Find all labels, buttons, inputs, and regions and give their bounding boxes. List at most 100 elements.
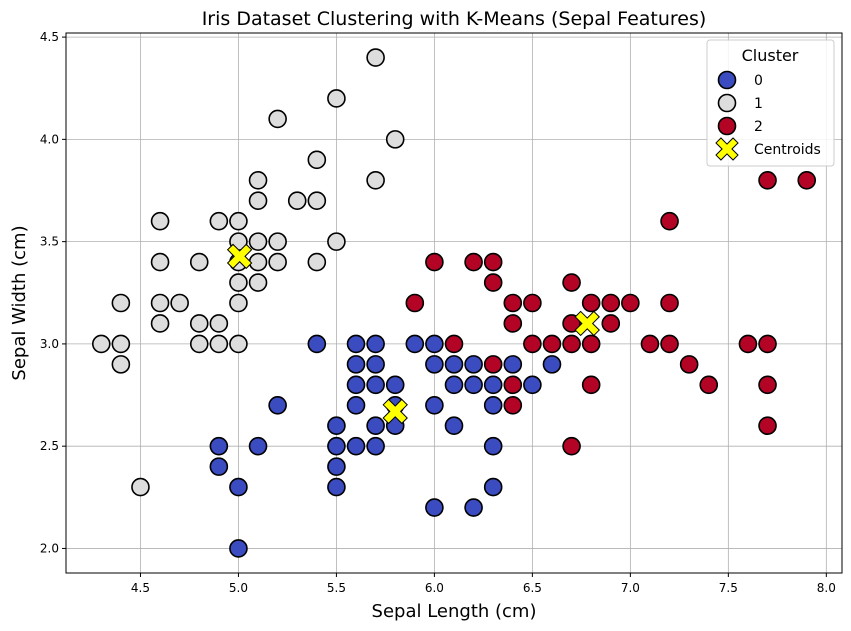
cluster-0-point: [464, 498, 483, 517]
cluster-0-point: [268, 395, 287, 415]
cluster-2-point: [797, 170, 817, 190]
cluster-2-point: [483, 273, 503, 292]
x-tick-label: 5.5: [327, 581, 346, 595]
cluster-2-point: [758, 334, 777, 354]
cluster-0-point: [542, 355, 562, 374]
cluster-2-point: [660, 293, 679, 313]
cluster-0-point: [307, 334, 327, 354]
cluster-0-point: [483, 436, 503, 456]
cluster-1-point: [150, 293, 170, 313]
cluster-2-point: [660, 334, 679, 354]
cluster-2-point: [483, 355, 503, 374]
cluster-0-point: [464, 355, 483, 374]
cluster-2-point: [640, 334, 660, 354]
y-tick-label: 4.5: [40, 30, 59, 44]
cluster-0-point: [366, 436, 385, 456]
cluster-1-point: [209, 334, 229, 354]
cluster-2-point: [699, 375, 719, 395]
cluster-0-point: [346, 334, 366, 354]
cluster-0-point: [444, 375, 464, 395]
cluster-2-point: [523, 293, 542, 313]
cluster-1-point: [150, 211, 170, 231]
cluster-0-point: [503, 355, 523, 374]
cluster-0-point: [366, 375, 385, 395]
cluster-2-point: [679, 355, 699, 374]
axis-ticks: 4.5 5.0 5.5 6.0 6.5 7.0 7.5 8.0 2.0 2.5 3.0 3.5 4.0 4…: [40, 30, 836, 595]
cluster-0-point: [483, 477, 503, 497]
cluster-1-point: [111, 334, 131, 354]
cluster-2-point: [660, 211, 679, 231]
cluster-0-point: [327, 477, 346, 497]
legend-marker-1: [717, 93, 737, 113]
cluster-1-point: [327, 89, 346, 108]
y-tick-label: 3.0: [40, 337, 59, 351]
y-tick-label: 3.5: [40, 235, 59, 249]
cluster-0-point: [464, 375, 483, 395]
legend-marker-2: [717, 116, 737, 136]
y-tick-label: 2.5: [40, 439, 59, 453]
cluster-2-point: [758, 170, 777, 190]
x-tick-label: 7.0: [621, 581, 640, 595]
cluster-1-point: [229, 211, 248, 231]
cluster-0-point: [444, 355, 464, 374]
cluster-0-point: [385, 375, 405, 395]
legend-label: 1: [754, 96, 763, 112]
cluster-2-point: [562, 273, 581, 292]
cluster-0-point: [248, 436, 268, 456]
cluster-1-point: [366, 170, 385, 190]
legend-label: 0: [754, 73, 763, 89]
data-points: [91, 48, 817, 558]
cluster-0-point: [444, 416, 464, 436]
y-tick-label: 4.0: [40, 132, 59, 146]
cluster-2-point: [621, 293, 640, 313]
cluster-1-point: [366, 48, 385, 67]
cluster-1-point: [248, 232, 268, 251]
cluster-1-point: [209, 211, 229, 231]
cluster-0-point: [346, 395, 366, 415]
legend-label: 2: [754, 119, 763, 135]
cluster-0-point: [523, 375, 542, 395]
cluster-0-point: [405, 334, 425, 354]
cluster-0-point: [366, 355, 385, 374]
cluster-1-point: [287, 191, 307, 211]
cluster-2-point: [523, 334, 542, 354]
x-tick-label: 4.5: [131, 581, 150, 595]
cluster-1-point: [307, 150, 327, 170]
cluster-2-point: [758, 416, 777, 436]
cluster-1-point: [111, 355, 131, 374]
cluster-1-point: [91, 334, 111, 354]
cluster-1-point: [229, 293, 248, 313]
x-tick-label: 6.5: [523, 581, 542, 595]
cluster-2-point: [483, 252, 503, 272]
cluster-0-point: [483, 395, 503, 415]
cluster-2-point: [562, 436, 581, 456]
x-tick-label: 7.5: [719, 581, 738, 595]
cluster-1-point: [248, 252, 268, 272]
cluster-2-point: [542, 334, 562, 354]
legend: Cluster 0 1 2 Centroids: [706, 39, 835, 167]
cluster-1-point: [307, 252, 327, 272]
cluster-1-point: [327, 232, 346, 251]
cluster-2-point: [503, 395, 523, 415]
cluster-2-point: [581, 334, 601, 354]
cluster-1-point: [268, 109, 287, 129]
chart-title: Iris Dataset Clustering with K-Means (Se…: [202, 8, 707, 30]
cluster-2-point: [601, 293, 621, 313]
cluster-2-point: [581, 293, 601, 313]
cluster-1-point: [248, 191, 268, 211]
cluster-0-point: [483, 375, 503, 395]
cluster-1-point: [248, 170, 268, 190]
cluster-2-point: [562, 334, 581, 354]
legend-entries: 0 1 2 Centroids: [715, 70, 821, 161]
cluster-0-point: [346, 355, 366, 374]
cluster-1-point: [170, 293, 189, 313]
cluster-1-point: [268, 232, 287, 251]
cluster-0-point: [229, 477, 248, 497]
cluster-1-point: [189, 314, 209, 333]
cluster-1-point: [385, 130, 405, 149]
cluster-2-point: [425, 252, 444, 272]
legend-box: [706, 39, 835, 167]
cluster-2-point: [601, 314, 621, 333]
x-tick-label: 5.0: [229, 581, 248, 595]
cluster-2-point: [503, 293, 523, 313]
